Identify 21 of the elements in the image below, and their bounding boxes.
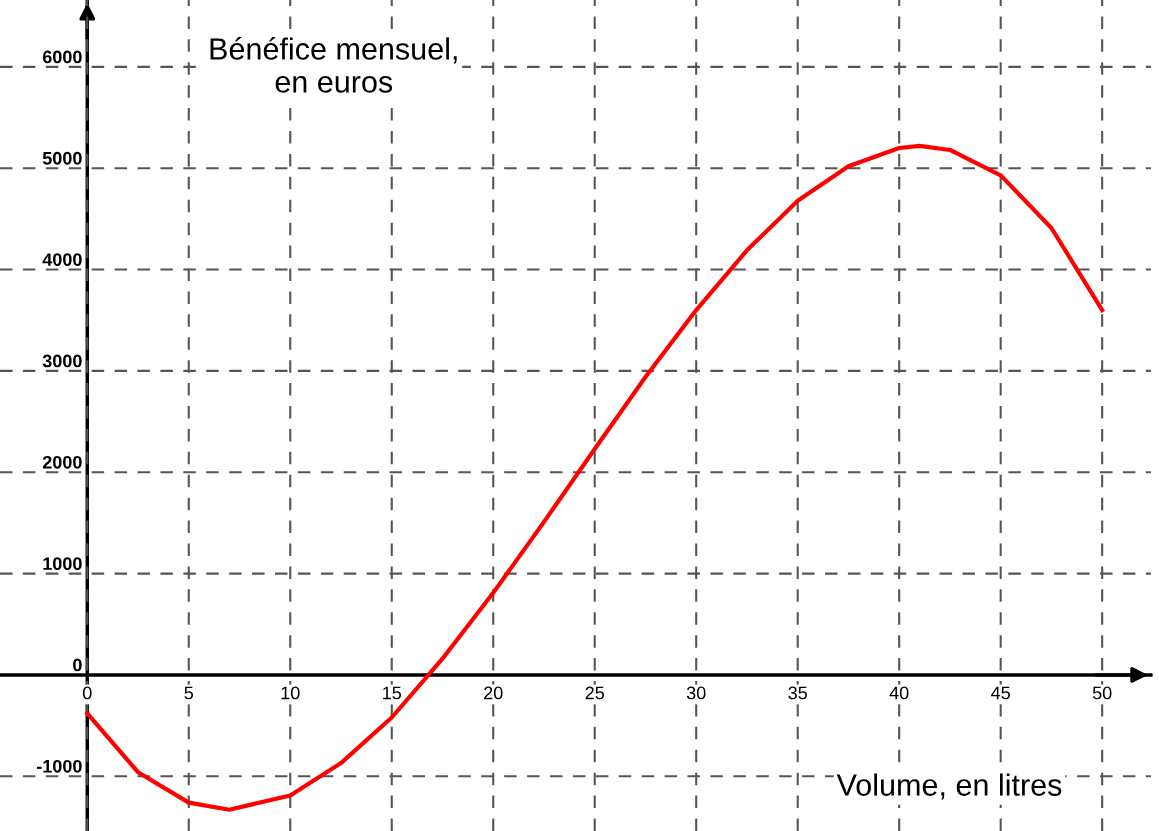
x-tick-label: 35 [788, 686, 807, 700]
x-tick-label: 0 [82, 686, 92, 700]
x-tick-label: 30 [686, 686, 706, 700]
x-tick-label: 5 [184, 686, 194, 700]
x-tick-label: 40 [889, 686, 909, 700]
y-tick-label: 5000 [42, 151, 82, 165]
x-tick-label: 50 [1092, 686, 1112, 700]
y-tick-label: 0 [73, 658, 82, 672]
x-tick-label: 45 [991, 686, 1010, 700]
y-tick-label: 6000 [42, 50, 82, 64]
y-tick-label: 4000 [42, 253, 82, 266]
x-axis-title: Volume, en litres [836, 773, 1062, 800]
y-tick-label: 2000 [42, 455, 82, 469]
y-tick-label: -1000 [36, 759, 82, 773]
x-tick-label: 10 [281, 686, 300, 700]
y-tick-label: 1000 [43, 557, 82, 571]
x-tick-label: 20 [484, 686, 503, 700]
x-tick-label: 15 [383, 686, 402, 700]
x-tick-label: 25 [585, 686, 605, 700]
y-axis-title: Bénéfice mensuel, en euros [210, 37, 457, 93]
y-tick-label: 3000 [42, 354, 82, 368]
